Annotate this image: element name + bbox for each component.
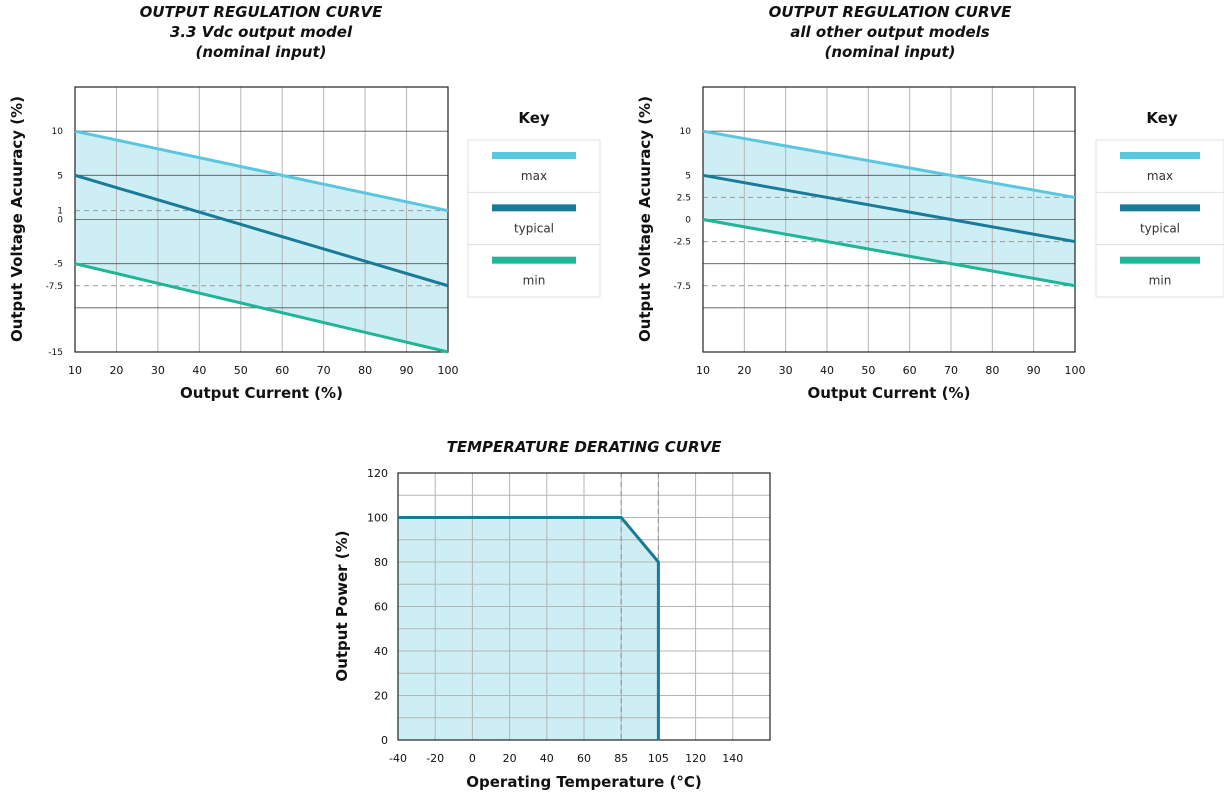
band-fill [75,131,448,352]
x-tick-label: 85 [614,752,628,765]
chart-title-line-3: (nominal input) [824,43,955,61]
x-tick-label: 30 [779,364,793,377]
y-tick-label: -15 [48,348,63,358]
y-tick-label: 60 [374,601,388,614]
y-tick-label: 40 [374,645,388,658]
x-tick-label: 20 [737,364,751,377]
x-tick-label: 140 [722,752,743,765]
legend-swatch-typical [492,204,576,212]
series-line-min [702,218,1076,288]
x-tick-label: 20 [109,364,123,377]
x-tick-label: -20 [426,752,444,765]
x-tick-label: 60 [577,752,591,765]
legend-label-typical: typical [514,221,554,235]
legend-label-typical: typical [1140,221,1180,235]
y-tick-label: 10 [52,127,64,137]
legend-swatch-max [1120,152,1200,159]
x-tick-label: 0 [469,752,476,765]
x-tick-label: 50 [234,364,248,377]
plot-frame [397,472,771,741]
x-tick-label: 30 [151,364,165,377]
legend-box [467,139,601,298]
y-axis-label: Output Voltage Acuuracy (%) [636,96,654,342]
legend-label-max: max [1147,169,1173,183]
x-tick-label: 80 [985,364,999,377]
y-tick-label: 100 [367,512,388,525]
x-tick-label: 105 [648,752,669,765]
chart-title-line-1: OUTPUT REGULATION CURVE [769,3,1013,21]
legend-box [1095,139,1224,298]
x-tick-label: 40 [540,752,554,765]
y-tick-label: 5 [685,171,691,181]
y-tick-label: -2.5 [673,238,691,248]
legend-swatch-min [492,256,576,264]
x-tick-label: 80 [358,364,372,377]
x-tick-label: 20 [503,752,517,765]
x-tick-label: 10 [696,364,710,377]
x-axis-label: Operating Temperature (°C) [466,773,701,791]
y-axis-label: Output Voltage Acuuracy (%) [8,96,26,342]
x-tick-label: 70 [944,364,958,377]
legend: Key max typical min [467,109,601,298]
legend-label-min: min [1149,274,1172,288]
y-tick-label: 0 [381,734,388,747]
y-tick-label: 20 [374,690,388,703]
x-tick-label: 50 [861,364,875,377]
x-tick-label: 60 [903,364,917,377]
legend-swatch-max [492,152,576,159]
y-tick-label: 2.5 [677,193,691,203]
chart-2: OUTPUT REGULATION CURVE all other output … [636,3,1224,402]
grid [702,86,1076,353]
chart-title-line-2: all other output models [790,23,990,41]
series-line-max [74,129,449,213]
plot-frame [74,86,449,353]
legend: Key max typical min [1095,109,1224,298]
x-tick-label: 60 [275,364,289,377]
chart-1: OUTPUT REGULATION CURVE 3.3 Vdc output mo… [8,3,601,402]
y-tick-label: 120 [367,467,388,480]
x-tick-label: 90 [400,364,414,377]
x-tick-label: 90 [1027,364,1041,377]
chart-3: TEMPERATURE DERATING CURVE -40 -20 0 20 40 60 8… [333,438,771,791]
x-tick-label: 100 [438,364,459,377]
legend-swatch-typical [1120,204,1200,212]
x-tick-label: 40 [192,364,206,377]
y-tick-label: 5 [57,171,63,181]
legend-title: Key [1146,109,1178,127]
series-line-typical [702,173,1076,244]
x-tick-label: 100 [1065,364,1086,377]
y-tick-label: -7.5 [673,282,691,292]
y-tick-label: -5 [54,260,63,270]
series-line-typical [74,173,449,288]
y-tick-label: 1 [57,207,63,217]
x-tick-label: 40 [820,364,834,377]
y-tick-label: 0 [57,216,63,226]
legend-label-min: min [523,274,546,288]
series-line-min [74,262,449,354]
chart-title-line-3: (nominal input) [195,43,326,61]
y-tick-label: 80 [374,556,388,569]
legend-title: Key [518,109,550,127]
legend-swatch-min [1120,256,1200,264]
y-tick-label: 0 [685,216,691,226]
legend-label-max: max [521,169,547,183]
y-tick-label: -7.5 [45,282,63,292]
x-tick-label: 120 [685,752,706,765]
y-axis-label: Output Power (%) [333,530,351,681]
series-line-power [398,516,660,740]
x-tick-label: 70 [317,364,331,377]
x-tick-label: 10 [68,364,82,377]
x-axis-label: Output Current (%) [180,384,343,402]
y-tick-label: 10 [680,127,692,137]
series-line-max [702,129,1076,199]
x-axis-label: Output Current (%) [808,384,971,402]
chart-title-line-1: TEMPERATURE DERATING CURVE [447,438,722,456]
chart-title-line-1: OUTPUT REGULATION CURVE [140,3,384,21]
chart-title-line-2: 3.3 Vdc output model [170,23,353,41]
x-tick-label: -40 [389,752,407,765]
